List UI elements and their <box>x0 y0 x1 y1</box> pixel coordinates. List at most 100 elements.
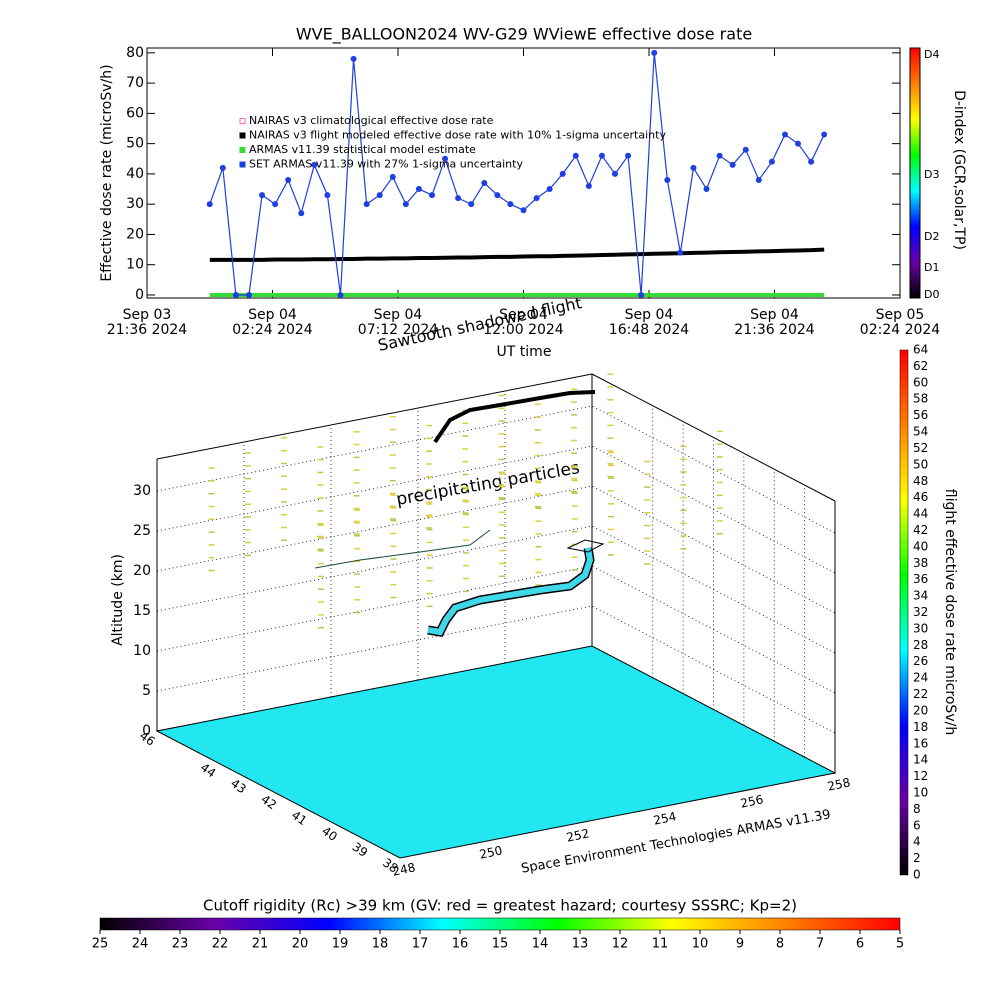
y-tick-label: 44 <box>198 760 219 780</box>
x-tick-label: 254 <box>652 809 677 827</box>
z-tick-label: 20 <box>133 563 151 579</box>
data-point <box>245 291 252 298</box>
z-tick-label: 15 <box>133 603 151 619</box>
x-tick-label: 07:12 2024 <box>358 322 439 338</box>
grid-line <box>156 525 836 654</box>
colorbar-tick-label: 13 <box>572 937 589 952</box>
y-tick-label: 60 <box>126 105 144 121</box>
colorbar-tick-label: 18 <box>372 937 389 952</box>
data-point <box>232 291 239 298</box>
y-tick-label: 43 <box>228 776 249 796</box>
colorbar-tick-label: 12 <box>612 937 629 952</box>
colorbar-tick-label: 30 <box>913 621 928 635</box>
data-point <box>285 176 292 183</box>
y-tick-label: 40 <box>319 824 340 844</box>
colorbar-tick-label: D3 <box>924 168 939 181</box>
data-point <box>324 192 331 199</box>
colorbar-tick-label: 8 <box>913 802 921 816</box>
y-tick-label: 0 <box>135 287 144 303</box>
colorbar-tick-label: 7 <box>816 937 824 952</box>
colorbar-tick-label: 58 <box>913 392 928 406</box>
x-tick-label: Sep 04 <box>248 307 297 323</box>
legend-label: NAIRAS v3 climatological effective dose … <box>249 114 494 127</box>
colorbar-tick-label: 20 <box>292 937 309 952</box>
colorbar-tick-label: 10 <box>692 937 709 952</box>
colorbar-tick-label: 40 <box>913 539 928 553</box>
data-point <box>494 192 501 199</box>
x-tick-label: Sep 04 <box>750 307 799 323</box>
y-tick-label: 39 <box>350 840 371 860</box>
data-point <box>415 186 422 193</box>
colorbar-tick-label: D0 <box>924 288 939 301</box>
colorbar-tick-label: 64 <box>913 343 928 357</box>
series-line <box>209 247 825 262</box>
flight-track <box>427 547 595 637</box>
data-point <box>520 207 527 214</box>
data-point <box>428 192 435 199</box>
data-point <box>376 192 383 199</box>
x-axis-label: UT time <box>497 344 552 360</box>
data-point <box>350 55 357 62</box>
colorbar-tick-label: 42 <box>913 523 928 537</box>
data-point <box>546 186 553 193</box>
x-tick-label: 248 <box>391 860 416 878</box>
data-point <box>729 161 736 168</box>
x-tick-label: Sep 04 <box>625 307 674 323</box>
y-tick-label: 30 <box>126 196 144 212</box>
colorbar-tick-label: 22 <box>913 687 928 701</box>
data-point <box>781 131 788 138</box>
data-point <box>638 291 645 298</box>
data-point <box>559 170 566 177</box>
colorbar-tick-label: 48 <box>913 474 928 488</box>
data-point <box>389 173 396 180</box>
data-point <box>402 201 409 208</box>
data-point <box>337 291 344 298</box>
data-point <box>677 249 684 256</box>
x-tick-label: 12:00 2024 <box>483 322 564 338</box>
colorbar-tick-label: 60 <box>913 375 928 389</box>
x-tick-label: 02:24 2024 <box>860 322 941 338</box>
colorbar-tick-label: 32 <box>913 605 928 619</box>
x-tick-label: Sep 03 <box>123 307 172 323</box>
colorbar-tick-label: 25 <box>92 937 109 952</box>
colorbar-tick-label: 22 <box>212 937 229 952</box>
colorbar-tick-label: 24 <box>913 671 928 685</box>
flight-shadow <box>433 390 596 444</box>
data-point <box>206 201 213 208</box>
colorbar-tick-label: 54 <box>913 425 928 439</box>
flight-marker <box>566 539 605 553</box>
y-tick-label: 50 <box>126 136 144 152</box>
colorbar-tick-label: 52 <box>913 441 928 455</box>
colorbar <box>99 917 901 931</box>
colorbar-tick-label: 6 <box>913 818 921 832</box>
legend-symbol <box>239 132 246 139</box>
legend-symbol <box>239 161 246 168</box>
data-point <box>795 140 802 147</box>
z-tick-label: 5 <box>142 683 151 699</box>
y-tick-label: 40 <box>126 166 144 182</box>
y-tick-label: 20 <box>126 226 144 242</box>
y-tick-label: 10 <box>126 257 144 273</box>
colorbar-tick-label: 19 <box>332 937 349 952</box>
data-point <box>598 152 605 159</box>
z-tick-label: 0 <box>142 723 151 739</box>
x-tick-label: 21:36 2024 <box>107 322 188 338</box>
data-point <box>755 176 762 183</box>
data-point <box>259 192 266 199</box>
box-edge <box>156 373 593 460</box>
colorbar-tick-label: 16 <box>452 937 469 952</box>
data-point <box>481 179 488 186</box>
x-tick-label: 21:36 2024 <box>734 322 815 338</box>
data-point <box>219 164 226 171</box>
colorbar-tick-label: 14 <box>913 753 928 767</box>
colorbar-tick-label: D2 <box>924 230 939 243</box>
colorbar-tick-label: 8 <box>776 937 784 952</box>
colorbar-tick-label: 18 <box>913 720 928 734</box>
colorbar-tick-label: 0 <box>913 868 921 882</box>
legend-symbol <box>239 147 246 153</box>
colorbar-tick-label: 23 <box>172 937 189 952</box>
legend-label: SET ARMAS v11.39 with 27% 1-sigma uncert… <box>249 158 523 171</box>
colorbar <box>909 47 921 299</box>
annotation: precipitating particles <box>395 458 582 510</box>
